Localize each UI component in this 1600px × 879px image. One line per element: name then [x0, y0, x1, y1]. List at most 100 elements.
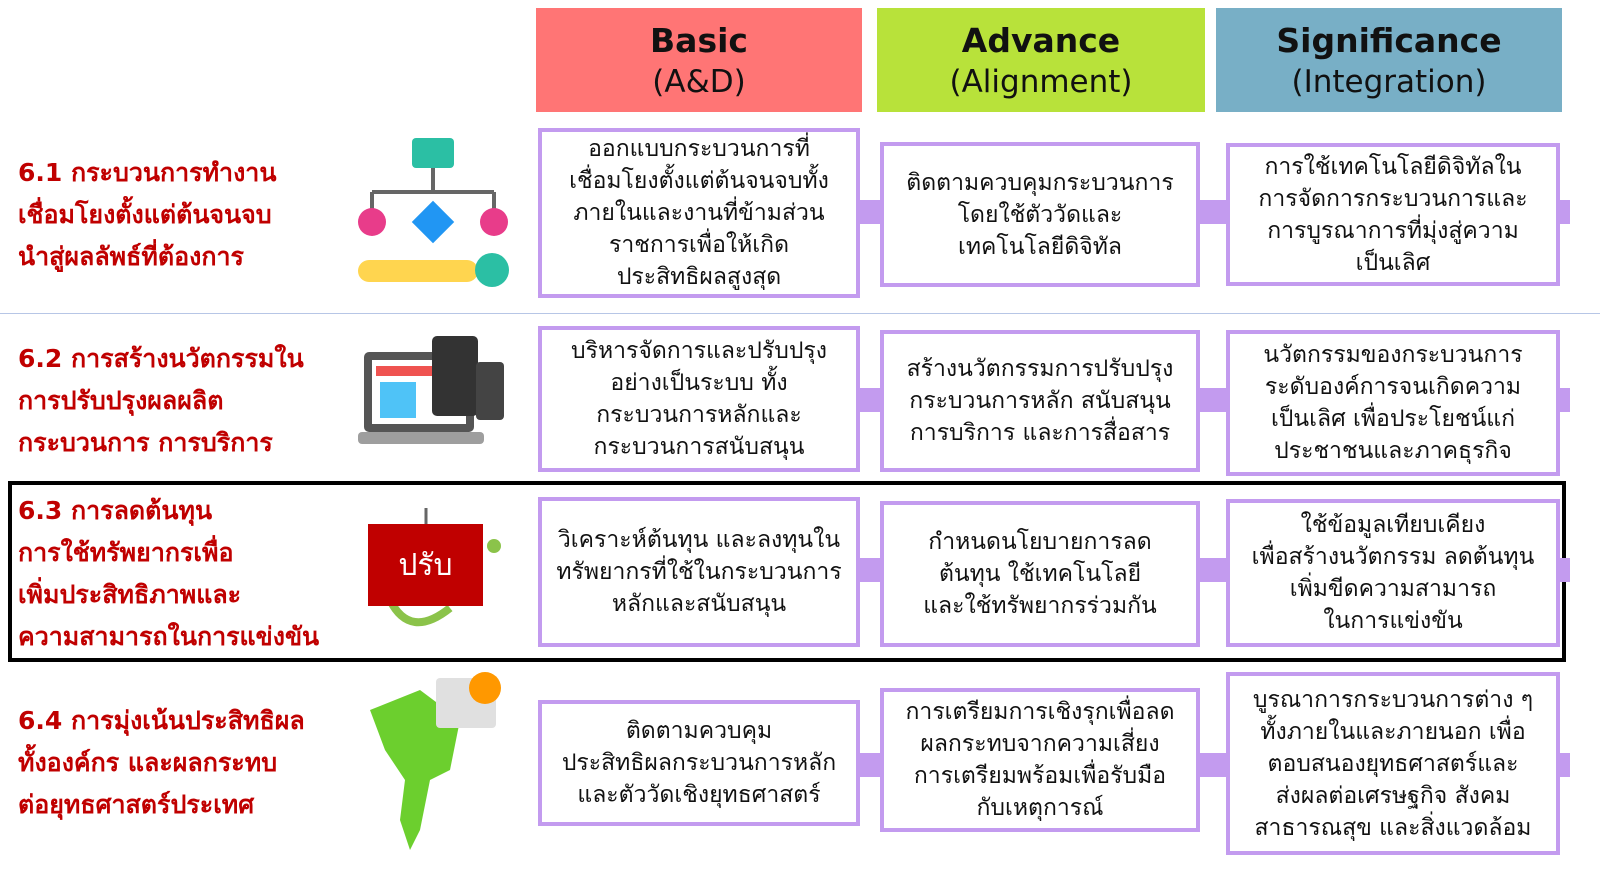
process-icon [358, 138, 509, 287]
column-subtitle: (Integration) [1291, 64, 1487, 100]
cell-line: ประชาชนและภาคธุรกิจ [1274, 438, 1512, 464]
row-label-line: 6.4 การมุ่งเน้นประสิทธิผล [18, 706, 305, 735]
cell-line: ติดตามควบคุมกระบวนการ [906, 169, 1174, 196]
connector [1200, 388, 1226, 412]
cell-line: กระบวนการสนับสนุน [593, 434, 805, 460]
row-label-line: กระบวนการ การบริการ [18, 428, 273, 457]
cell: นวัตกรรมของกระบวนการระดับองค์การจนเกิดคว… [1226, 330, 1560, 476]
cell-line: และใช้ทรัพยากรร่วมกัน [923, 593, 1157, 619]
cell-line: สร้างนวัตกรรมการปรับปรุง [906, 356, 1174, 382]
devices-icon [358, 336, 504, 444]
connector [1200, 200, 1226, 224]
row-label-line: การปรับปรุงผลผลิต [18, 386, 224, 415]
row-label-line: เชื่อมโยงตั้งแต่ต้นจนจบ [18, 200, 272, 229]
cell: การใช้เทคโนโลยีดิจิทัลในการจัดการกระบวนก… [1226, 143, 1560, 286]
cell-line: เป็นเลิศ [1355, 249, 1431, 276]
connector [860, 753, 880, 777]
cell-line: ทั้งภายในและภายนอก เพื่อ [1260, 718, 1526, 745]
cell-line: กับเหตุการณ์ [976, 795, 1104, 821]
cell-line: สาธารณสุข และสิ่งแวดล้อม [1254, 814, 1532, 841]
row-label-line: 6.3 การลดต้นทุน [18, 496, 213, 525]
cell-line: การบริการ และการสื่อสาร [909, 420, 1171, 446]
cell-line: ประสิทธิผลสูงสุด [616, 264, 782, 290]
cell: กำหนดนโยบายการลดต้นทุน ใช้เทคโนโลยีและใช… [880, 501, 1200, 647]
cell-line: ประสิทธิผลกระบวนการหลัก [561, 750, 837, 776]
cell: บูรณาการกระบวนการต่าง ๆทั้งภายในและภายนอ… [1226, 672, 1560, 855]
cell-line: วิเคราะห์ต้นทุน และลงทุนใน [557, 527, 841, 553]
cell: ออกแบบกระบวนการที่เชื่อมโยงตั้งแต่ต้นจนจ… [538, 128, 860, 298]
cell-line: ทรัพยากรที่ใช้ในกระบวนการ [556, 559, 842, 585]
connector [1560, 200, 1570, 224]
cell-line: เพื่อสร้างนวัตกรรม ลดต้นทุน [1251, 544, 1535, 570]
row-label-line: ทั้งองค์กร และผลกระทบ [18, 748, 278, 777]
cell-line: หลักและสนับสนุน [611, 591, 787, 617]
cell: ติดตามควบคุมกระบวนการโดยใช้ตัววัดและเทคโ… [880, 142, 1200, 287]
cell-line: ราชการเพื่อให้เกิด [608, 232, 790, 258]
cell-line: อย่างเป็นระบบ ทั้ง [610, 370, 788, 396]
connector [860, 200, 880, 224]
cell-line: ใช้ข้อมูลเทียบเคียง [1300, 512, 1486, 538]
cell-line: การจัดการกระบวนการและ [1258, 185, 1528, 212]
row-label: 6.2 การสร้างนวัตกรรมในการปรับปรุงผลผลิตก… [18, 338, 368, 464]
connector [1200, 753, 1226, 777]
column-header: Significance (Integration) [1216, 8, 1562, 112]
cell: ติดตามควบคุมประสิทธิผลกระบวนการหลักและตั… [538, 700, 860, 826]
cell-line: การเตรียมพร้อมเพื่อรับมือ [913, 763, 1167, 789]
row-label-line: 6.1 กระบวนการทำงาน [18, 158, 277, 187]
cell-line: ภายในและงานที่ข้ามส่วน [573, 200, 825, 226]
cell-line: ติดตามควบคุม [625, 718, 773, 744]
cell-line: บูรณาการกระบวนการต่าง ๆ [1252, 686, 1534, 713]
cell-line: ต้นทุน ใช้เทคโนโลยี [938, 561, 1142, 587]
row-label-line: การใช้ทรัพยากรเพื่อ [18, 538, 234, 567]
cell: บริหารจัดการและปรับปรุงอย่างเป็นระบบ ทั้… [538, 326, 860, 472]
row-label: 6.4 การมุ่งเน้นประสิทธิผลทั้งองค์กร และผ… [18, 700, 368, 826]
column-title: Advance [961, 21, 1121, 60]
cell-line: กำหนดนโยบายการลด [928, 529, 1152, 555]
cell-line: กระบวนการหลักและ [596, 402, 802, 428]
cell-line: ในการแข่งขัน [1323, 608, 1463, 634]
connector [1560, 558, 1570, 582]
row-label-line: เพิ่มประสิทธิภาพและ [18, 580, 242, 609]
cell-line: ออกแบบกระบวนการที่ [588, 136, 810, 162]
cell: สร้างนวัตกรรมการปรับปรุงกระบวนการหลัก สน… [880, 330, 1200, 472]
connector [1560, 388, 1570, 412]
row-label-line: นำสู่ผลลัพธ์ที่ต้องการ [18, 242, 244, 271]
row-label-line: ความสามารถในการแข่งขัน [18, 622, 320, 651]
cell-line: การใช้เทคโนโลยีดิจิทัลใน [1264, 153, 1522, 180]
column-subtitle: (A&D) [652, 64, 746, 100]
badge: ปรับ [368, 524, 483, 606]
cell-line: ระดับองค์การจนเกิดความ [1264, 374, 1522, 400]
connector [1560, 753, 1570, 777]
cell-line: กระบวนการหลัก สนับสนุน [909, 388, 1171, 414]
column-header: Advance (Alignment) [877, 8, 1205, 112]
icons [358, 138, 509, 850]
cell-line: การบูรณาการที่มุ่งสู่ความ [1267, 217, 1519, 244]
cell-line: เพิ่มขีดความสามารถ [1289, 576, 1497, 602]
connector [1200, 558, 1226, 582]
cell-line: ตอบสนองยุทธศาสตร์และ [1267, 750, 1519, 777]
divider [0, 313, 1600, 314]
cell-line: โดยใช้ตัววัดและ [957, 201, 1123, 228]
cell-line: ส่งผลต่อเศรษฐกิจ สังคม [1275, 782, 1511, 809]
cell: วิเคราะห์ต้นทุน และลงทุนในทรัพยากรที่ใช้… [538, 497, 860, 647]
row-label: 6.3 การลดต้นทุนการใช้ทรัพยากรเพื่อเพิ่มป… [18, 490, 368, 658]
column-subtitle: (Alignment) [949, 64, 1133, 100]
cell-line: เทคโนโลยีดิจิทัล [957, 233, 1123, 260]
cell-line: เชื่อมโยงตั้งแต่ต้นจนจบทั้ง [569, 168, 829, 194]
cell-line: เป็นเลิศ เพื่อประโยชน์แก่ [1270, 406, 1516, 432]
cell-line: บริหารจัดการและปรับปรุง [571, 338, 827, 364]
cell-line: นวัตกรรมของกระบวนการ [1263, 342, 1523, 368]
column-header: Basic (A&D) [536, 8, 862, 112]
row-label: 6.1 กระบวนการทำงานเชื่อมโยงตั้งแต่ต้นจนจ… [18, 152, 368, 278]
row-label-line: 6.2 การสร้างนวัตกรรมใน [18, 344, 304, 373]
row-label-line: ต่อยุทธศาสตร์ประเทศ [18, 790, 255, 819]
cell: การเตรียมการเชิงรุกเพื่อลดผลกระทบจากความ… [880, 688, 1200, 832]
map-icon [370, 672, 501, 850]
connector [860, 388, 880, 412]
cell-line: และตัววัดเชิงยุทธศาสตร์ [577, 782, 821, 808]
cell-line: การเตรียมการเชิงรุกเพื่อลด [905, 699, 1175, 725]
cell: ใช้ข้อมูลเทียบเคียงเพื่อสร้างนวัตกรรม ลด… [1226, 499, 1560, 647]
column-title: Significance [1276, 21, 1502, 60]
cell-line: ผลกระทบจากความเสี่ยง [920, 731, 1160, 757]
